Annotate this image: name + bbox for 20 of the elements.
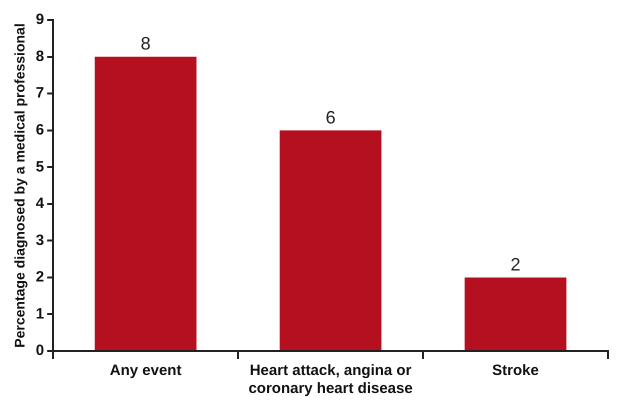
data-label: 2 xyxy=(510,254,521,274)
y-tick-label: 6 xyxy=(36,121,44,138)
y-axis-title: Percentage diagnosed by a medical professional xyxy=(11,23,28,348)
y-tick-label: 0 xyxy=(36,342,44,360)
data-label: 8 xyxy=(140,34,151,54)
y-tick-label: 3 xyxy=(36,232,44,249)
y-tick-label: 8 xyxy=(36,48,44,65)
data-label: 6 xyxy=(326,107,336,128)
bar xyxy=(94,56,196,350)
y-tick-label: 1 xyxy=(36,305,44,322)
y-tick-label: 5 xyxy=(36,158,44,176)
x-tick-label: Any event xyxy=(110,362,182,380)
y-tick-label: 4 xyxy=(36,195,45,212)
bar xyxy=(464,277,566,350)
y-tick-label: 2 xyxy=(36,268,44,286)
x-tick-label: Heart attack, angina or coronary heart disease xyxy=(248,362,413,398)
bar xyxy=(280,130,382,350)
y-tick-label: 9 xyxy=(36,11,44,28)
y-tick-label: 7 xyxy=(36,84,44,102)
x-tick-label: Stroke xyxy=(492,362,539,380)
